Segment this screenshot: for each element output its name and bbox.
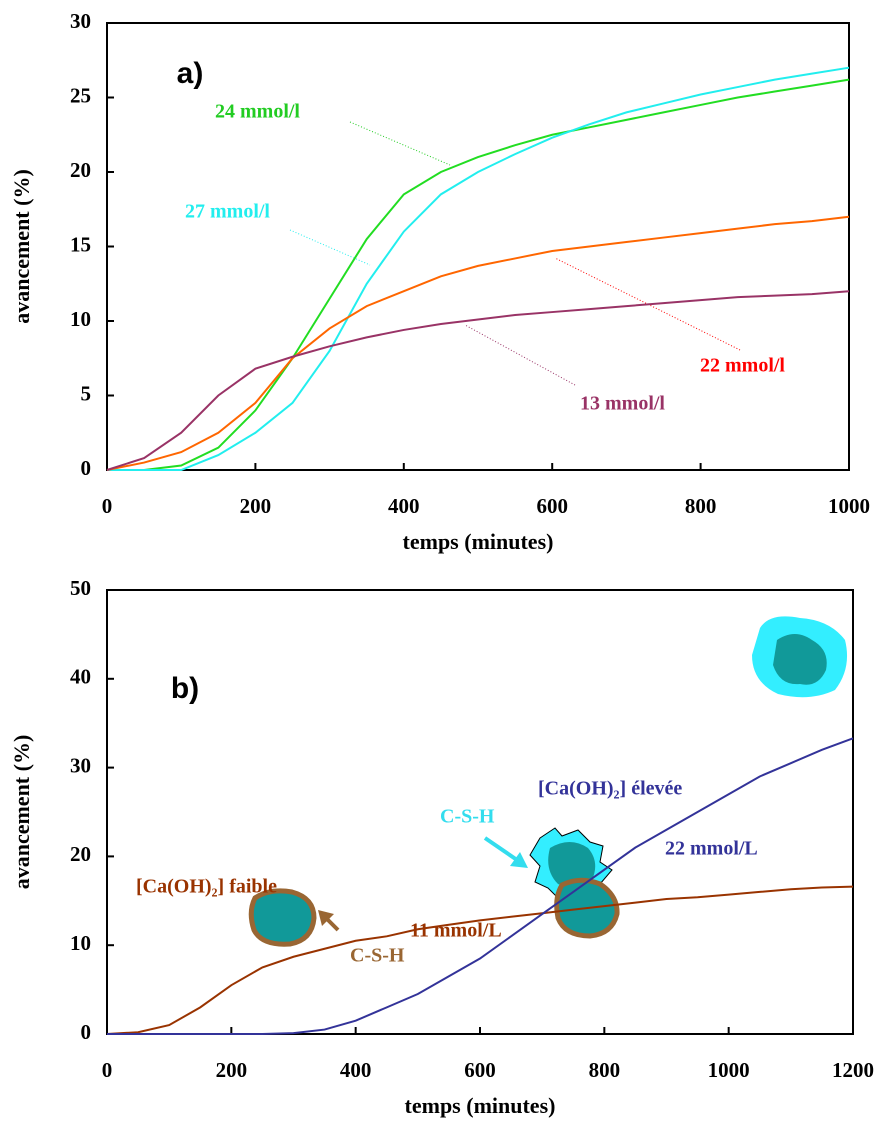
x-axis-title: temps (minutes) [405,1093,556,1118]
data-line [106,885,854,1035]
series-label: 11 mmol/L [410,920,502,942]
y-tick-label: 40 [70,665,91,689]
leader-line [464,324,576,386]
x-tick-label: 800 [589,1058,621,1082]
y-tick-label: 15 [70,232,91,256]
annotation: C-S-H [440,806,495,828]
particle-icon [248,888,317,947]
panel-label: a) [177,57,204,90]
plot-frame [106,22,850,471]
annotation: C-S-H [350,945,405,967]
y-axis-title: avancement (%) [9,735,34,890]
y-tick-label: 25 [70,83,91,107]
leader-line [349,121,451,166]
data-line [106,215,850,471]
y-tick-label: 10 [70,931,91,955]
y-tick-label: 10 [70,307,91,331]
y-tick-label: 20 [70,842,91,866]
y-tick-label: 50 [70,576,91,600]
x-tick-label: 400 [388,494,420,518]
x-axis-title: temps (minutes) [403,529,554,554]
x-tick-label: 1000 [708,1058,750,1082]
annotation: [Ca(OH)₂] faible [136,876,277,898]
y-tick-label: 30 [70,9,91,33]
leader-line [289,229,371,266]
data-line [107,78,850,471]
series-label: 27 mmol/l [185,201,270,223]
x-tick-label: 600 [464,1058,496,1082]
arrow-head [510,852,528,868]
series-label: 22 mmol/l [700,355,785,377]
data-line [107,737,854,1035]
x-tick-label: 200 [240,494,272,518]
y-tick-label: 0 [81,456,92,480]
arrow [483,836,522,864]
series-label: 24 mmol/l [215,101,300,123]
y-tick-label: 0 [81,1020,92,1044]
x-tick-label: 0 [102,1058,113,1082]
y-axis-title: avancement (%) [9,169,34,324]
x-tick-label: 600 [536,494,568,518]
arrow-head [318,910,334,926]
particle-icon [773,634,827,685]
series-label: 22 mmol/L [665,838,758,860]
data-line [107,66,850,471]
x-tick-label: 0 [102,494,113,518]
x-tick-label: 1000 [828,494,870,518]
series-label: 13 mmol/l [580,393,665,415]
x-tick-label: 800 [685,494,717,518]
panel-label: b) [171,672,199,705]
x-tick-label: 200 [216,1058,248,1082]
y-tick-label: 30 [70,753,91,777]
x-tick-label: 400 [340,1058,372,1082]
annotation: [Ca(OH)₂] élevée [538,778,682,800]
y-tick-label: 20 [70,158,91,182]
y-tick-label: 5 [81,381,92,405]
particle-icon [548,842,596,888]
data-line [106,290,850,471]
x-tick-label: 1200 [832,1058,874,1082]
